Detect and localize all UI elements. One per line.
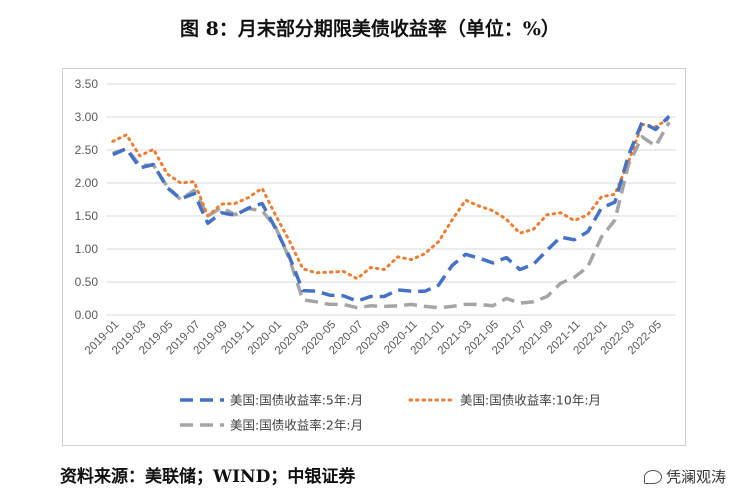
legend-label: 美国:国债收益率:5年:月 (230, 393, 363, 408)
y-tick-label: 3.50 (75, 77, 99, 91)
y-tick-label: 2.00 (75, 176, 99, 190)
series-line (112, 121, 671, 310)
watermark: 凭澜观涛 (643, 466, 726, 487)
source-note: 资料来源：美联储；WIND；中银证券 (60, 467, 356, 487)
chart-title: 图 8：月末部分期限美债收益率（单位：%） (180, 18, 560, 40)
y-tick-label: 2.50 (75, 143, 99, 157)
y-tick-label: 1.00 (75, 242, 99, 256)
line-chart: 0.000.501.001.502.002.503.003.502019-012… (75, 77, 676, 433)
series-line (111, 116, 671, 281)
watermark-text: 凭澜观涛 (665, 468, 726, 486)
y-tick-label: 0.50 (75, 275, 99, 289)
legend-label: 美国:国债收益率:10年:月 (460, 393, 601, 408)
wechat-icon (643, 469, 662, 484)
legend-label: 美国:国债收益率:2年:月 (230, 418, 363, 433)
y-tick-label: 1.50 (75, 209, 99, 223)
series-line (112, 115, 671, 303)
y-tick-label: 3.00 (75, 110, 99, 124)
y-tick-label: 0.00 (75, 308, 99, 322)
chart-frame (62, 68, 686, 446)
